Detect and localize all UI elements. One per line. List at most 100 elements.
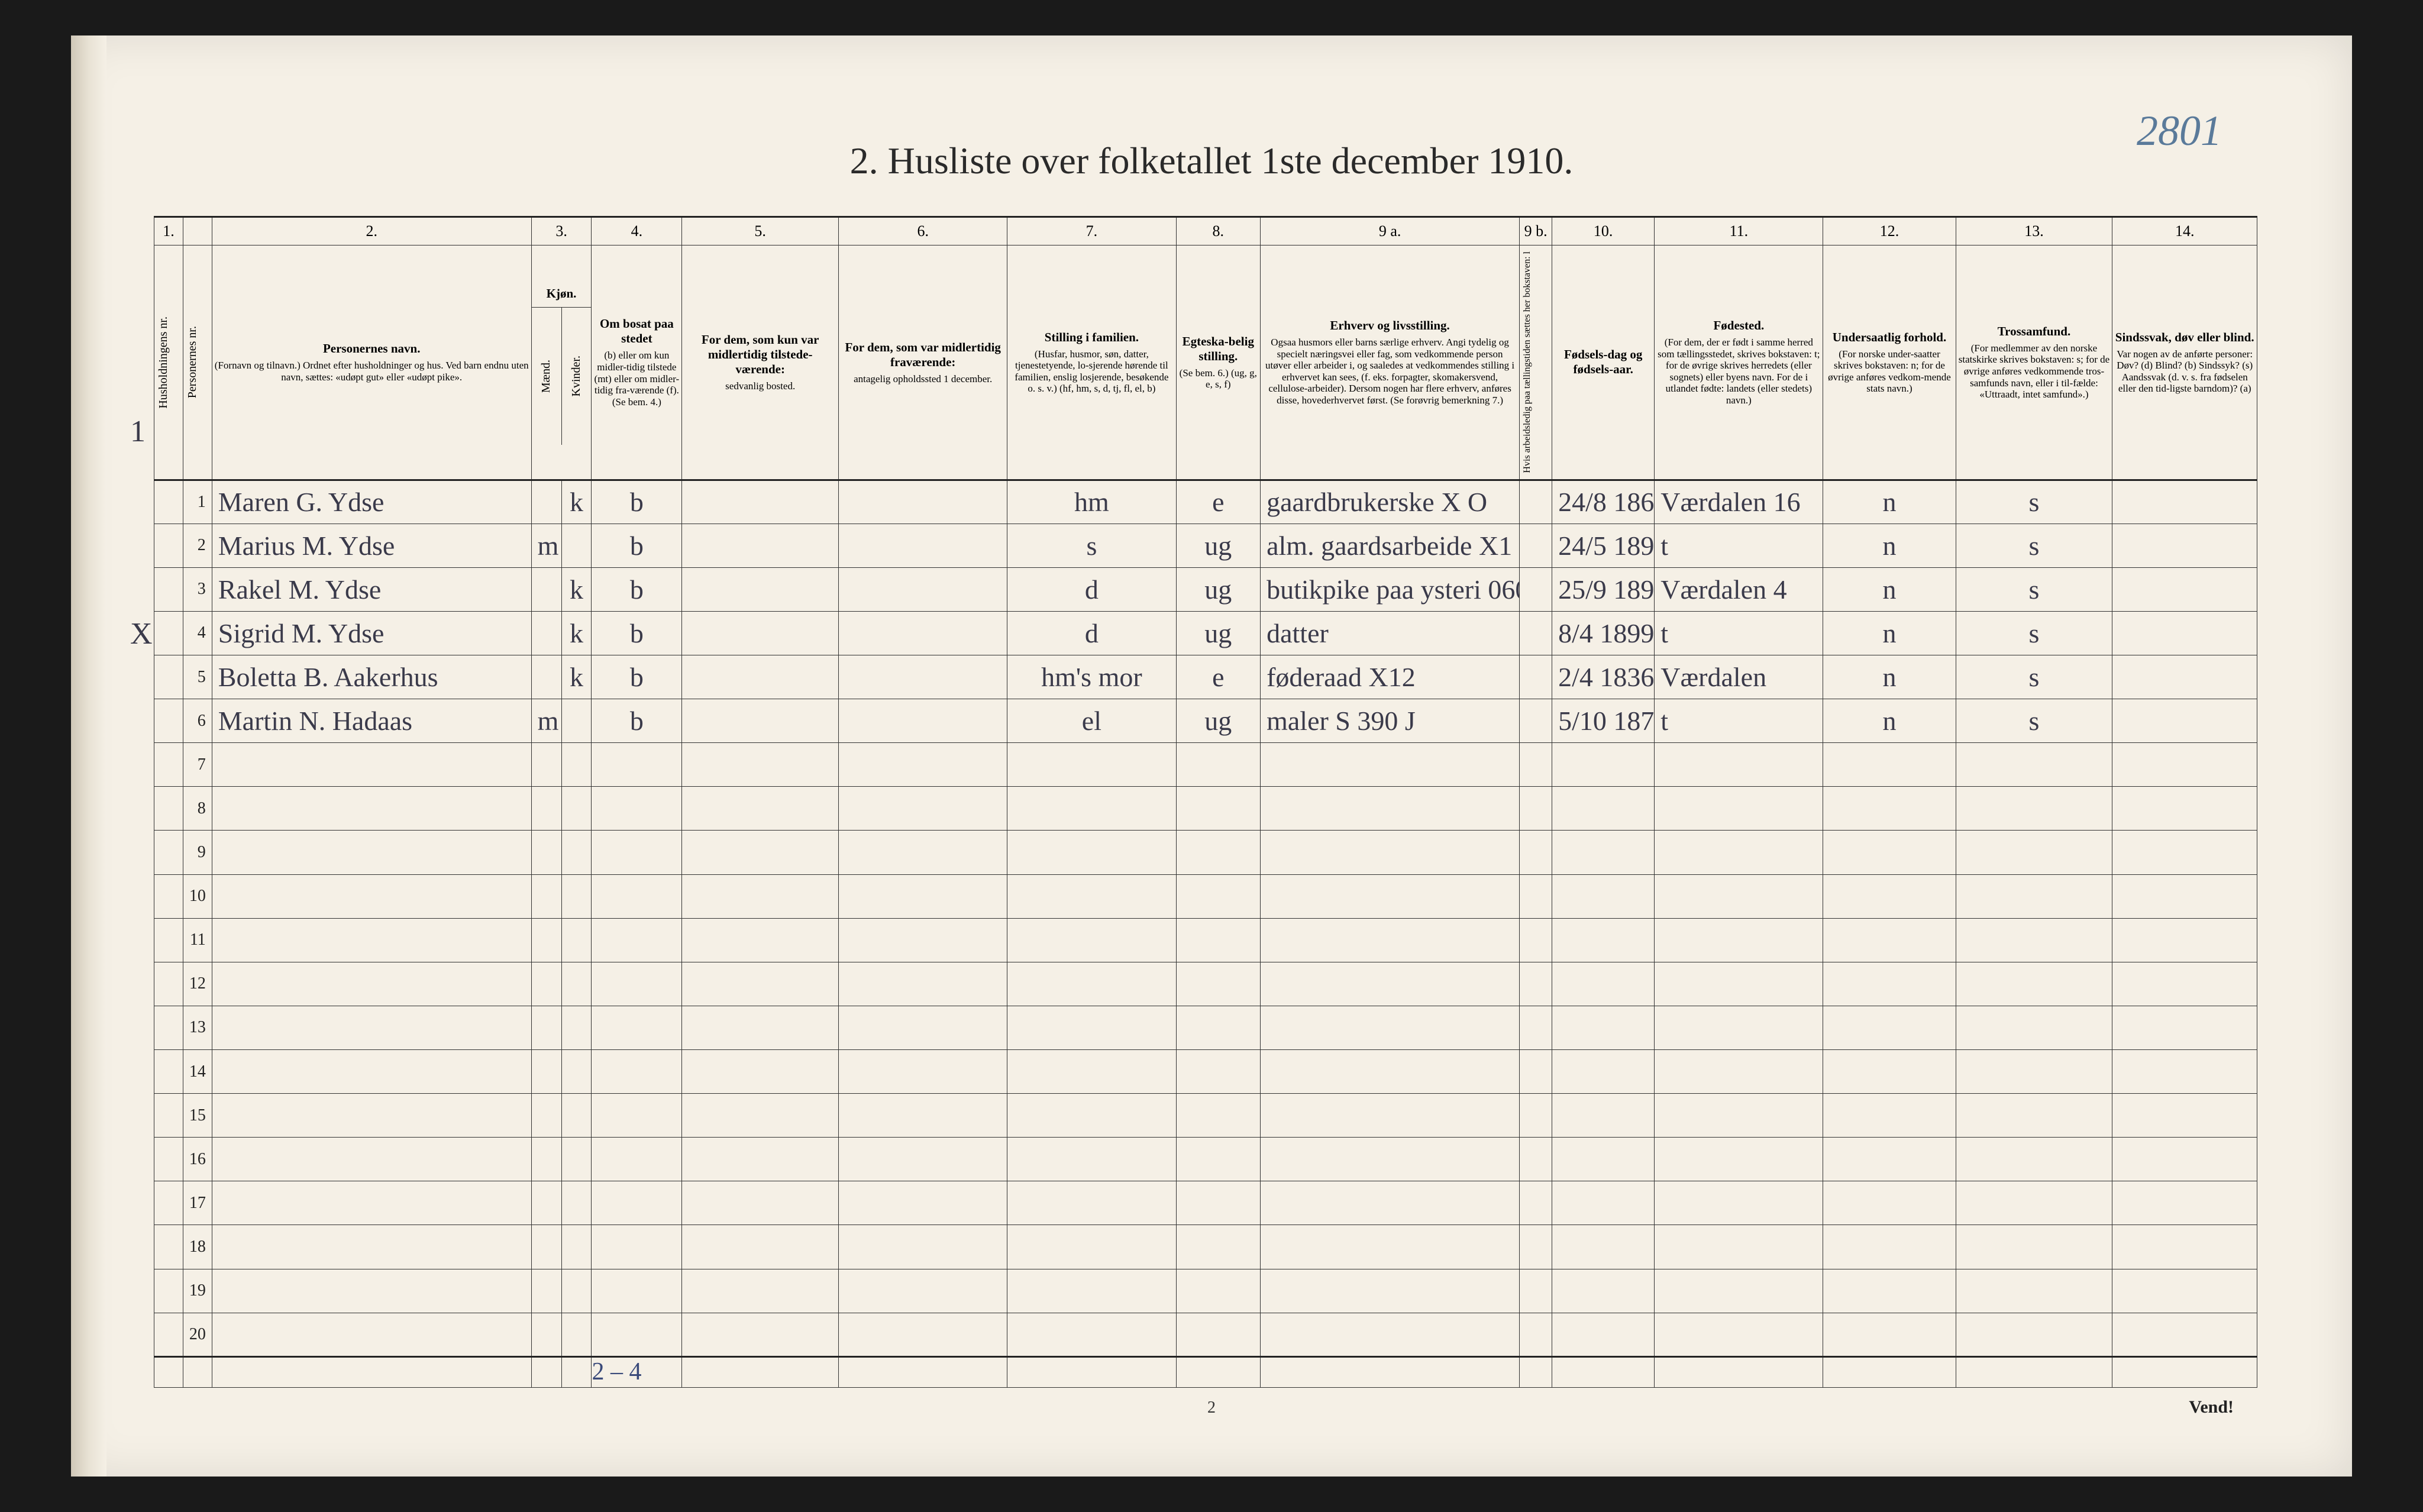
cell-unemployed — [1520, 874, 1552, 918]
table-row: 17 — [154, 1181, 2257, 1225]
cell-religion — [1956, 743, 2112, 787]
cell-marital: ug — [1176, 567, 1261, 611]
cell-birthplace — [1655, 1181, 1823, 1225]
cell-family-pos: s — [1007, 524, 1176, 567]
cell-occupation: føderaad X12 — [1261, 655, 1520, 699]
cell-temp-present — [682, 567, 839, 611]
cell-sex-k — [561, 524, 592, 567]
page-title: 2. Husliste over folketallet 1ste decemb… — [71, 139, 2352, 183]
cell-birthdate — [1552, 874, 1655, 918]
cell-religion — [1956, 1225, 2112, 1269]
cell-unemployed — [1520, 1050, 1552, 1094]
cell-temp-absent — [839, 1225, 1007, 1269]
row-index: 5 — [183, 655, 212, 699]
cell-nationality — [1823, 831, 1956, 874]
cell-sex-m — [531, 1050, 561, 1094]
row-index: 3 — [183, 567, 212, 611]
row-index: 2 — [183, 524, 212, 567]
cell-birthdate — [1552, 1181, 1655, 1225]
cell-disability — [2112, 567, 2257, 611]
row-index: 1 — [183, 480, 212, 524]
cell-temp-present — [682, 611, 839, 655]
cell-nationality — [1823, 1269, 1956, 1313]
cell-nationality — [1823, 918, 1956, 962]
cell-unemployed — [1520, 480, 1552, 524]
hdr-person-nr: Personernes nr. — [183, 245, 212, 480]
cell-birthplace — [1655, 831, 1823, 874]
cell-sex-k — [561, 1313, 592, 1356]
cell-birthdate — [1552, 1269, 1655, 1313]
cell-sex-m — [531, 1006, 561, 1049]
cell-birthdate — [1552, 1050, 1655, 1094]
cell-occupation — [1261, 1138, 1520, 1181]
cell-sex-m — [531, 787, 561, 831]
hdr-nationality: Undersaatlig forhold. (For norske under-… — [1823, 245, 1956, 480]
table-row: 19 — [154, 1269, 2257, 1313]
cell-family-pos: hm's mor — [1007, 655, 1176, 699]
row-index: 16 — [183, 1138, 212, 1181]
colnum-8: 8. — [1176, 217, 1261, 245]
census-table-wrap: 1. 2. 3. 4. 5. 6. 7. 8. 9 a. 9 b. 10. 11… — [154, 216, 2257, 1388]
cell-nationality: n — [1823, 611, 1956, 655]
cell — [154, 831, 183, 874]
cell-occupation: maler S 390 J — [1261, 699, 1520, 743]
cell-sex-m — [531, 480, 561, 524]
cell-temp-absent — [839, 1050, 1007, 1094]
cell — [154, 1225, 183, 1269]
cell-name: Marius M. Ydse — [212, 524, 531, 567]
cell — [154, 1181, 183, 1225]
cell-sex-m — [531, 743, 561, 787]
cell-temp-present — [682, 962, 839, 1006]
cell-temp-present — [682, 1006, 839, 1049]
cell-occupation — [1261, 1181, 1520, 1225]
colnum-1b — [183, 217, 212, 245]
hdr-occupation: Erhverv og livsstilling. Ogsaa husmors e… — [1261, 245, 1520, 480]
row-index: 18 — [183, 1225, 212, 1269]
cell-family-pos — [1007, 1006, 1176, 1049]
colnum-9a: 9 a. — [1261, 217, 1520, 245]
table-row: 10 — [154, 874, 2257, 918]
table-row: 13 — [154, 1006, 2257, 1049]
cell-disability — [2112, 1313, 2257, 1356]
colnum-14: 14. — [2112, 217, 2257, 245]
cell — [154, 524, 183, 567]
cell-temp-absent — [839, 831, 1007, 874]
table-row: 6Martin N. Hadaasmbelugmaler S 390 J5/10… — [154, 699, 2257, 743]
cell-nationality: n — [1823, 524, 1956, 567]
cell-unemployed — [1520, 1006, 1552, 1049]
row-index: 6 — [183, 699, 212, 743]
cell-nationality — [1823, 1313, 1956, 1356]
cell-birthplace — [1655, 918, 1823, 962]
cell-family-pos — [1007, 831, 1176, 874]
cell-residence — [592, 743, 682, 787]
cell-residence — [592, 787, 682, 831]
cell-religion — [1956, 1094, 2112, 1138]
cell-occupation: alm. gaardsarbeide X1 — [1261, 524, 1520, 567]
cell-disability — [2112, 743, 2257, 787]
cell-unemployed — [1520, 567, 1552, 611]
cell-birthdate — [1552, 743, 1655, 787]
cell-birthplace: t — [1655, 699, 1823, 743]
cell-birthplace — [1655, 1269, 1823, 1313]
table-row: 11 — [154, 918, 2257, 962]
cell-sex-m — [531, 1313, 561, 1356]
cell-birthplace — [1655, 787, 1823, 831]
cell-disability — [2112, 962, 2257, 1006]
hdr-birthdate: Fødsels-dag og fødsels-aar. — [1552, 245, 1655, 480]
cell-residence: b — [592, 480, 682, 524]
footer-note: 2 – 4 — [592, 1357, 682, 1388]
cell-temp-absent — [839, 524, 1007, 567]
cell-marital — [1176, 1050, 1261, 1094]
hdr-unemployed: Hvis arbeidsledig paa tællingstiden sætt… — [1520, 245, 1552, 480]
cell-birthdate: 24/5 1893 — [1552, 524, 1655, 567]
cell-family-pos — [1007, 874, 1176, 918]
cell-birthplace — [1655, 962, 1823, 1006]
cell-temp-absent — [839, 567, 1007, 611]
cell-sex-m: m — [531, 699, 561, 743]
cell-name: Martin N. Hadaas — [212, 699, 531, 743]
cell — [154, 1006, 183, 1049]
cell-birthplace: Værdalen 16 — [1655, 480, 1823, 524]
cell-disability — [2112, 1006, 2257, 1049]
cell-unemployed — [1520, 743, 1552, 787]
colnum-12: 12. — [1823, 217, 1956, 245]
